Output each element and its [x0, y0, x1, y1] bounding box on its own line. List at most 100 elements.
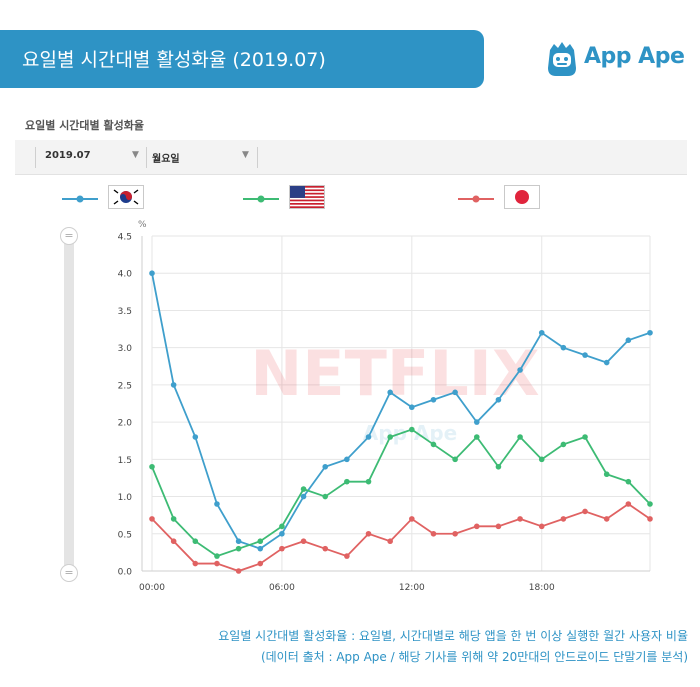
data-point[interactable]: [430, 530, 437, 537]
data-point[interactable]: [149, 463, 155, 470]
data-point[interactable]: [149, 516, 155, 522]
data-point[interactable]: [170, 382, 177, 388]
footnote-source: (데이터 출처 : App Ape / 해당 기사를 위해 약 20만대의 안드…: [260, 650, 688, 664]
data-point[interactable]: [560, 516, 567, 522]
range-slider-track[interactable]: [64, 232, 74, 578]
data-point[interactable]: [452, 389, 458, 396]
data-point[interactable]: [582, 508, 588, 515]
ape-mascot-icon: [548, 42, 576, 76]
range-slider-top-handle[interactable]: =: [60, 227, 78, 245]
data-point[interactable]: [322, 493, 329, 500]
data-point[interactable]: [387, 389, 393, 396]
y-tick-label: 1.5: [118, 456, 132, 466]
footnote-definition: 요일별 시간대별 활성화율 : 요일별, 시간대별로 해당 앱을 한 번 이상 …: [218, 629, 688, 643]
y-tick-label: 4.0: [118, 270, 133, 280]
data-point[interactable]: [149, 270, 155, 277]
data-point[interactable]: [279, 523, 285, 530]
y-tick-label: 3.0: [118, 344, 133, 354]
data-point[interactable]: [538, 456, 545, 463]
data-point[interactable]: [170, 538, 177, 545]
data-point[interactable]: [192, 560, 199, 567]
data-point[interactable]: [538, 523, 545, 530]
filter-divider: [35, 147, 36, 168]
data-point[interactable]: [300, 538, 307, 545]
data-point[interactable]: [647, 329, 653, 336]
data-point[interactable]: [235, 538, 242, 545]
range-slider-bottom-handle[interactable]: =: [60, 564, 78, 582]
data-point[interactable]: [257, 545, 264, 552]
y-tick-label: 2.0: [118, 419, 133, 429]
data-point[interactable]: [430, 441, 437, 448]
data-point[interactable]: [214, 553, 220, 559]
data-point[interactable]: [647, 501, 653, 507]
data-point[interactable]: [582, 352, 588, 358]
usa-flag-icon: [289, 185, 325, 209]
data-point[interactable]: [473, 419, 480, 425]
data-point[interactable]: [582, 434, 588, 440]
data-point[interactable]: [473, 523, 480, 530]
data-point[interactable]: [560, 441, 567, 448]
y-tick-label: 4.5: [118, 233, 132, 243]
data-point[interactable]: [279, 545, 285, 552]
data-point[interactable]: [430, 396, 437, 403]
data-point[interactable]: [409, 516, 415, 522]
data-point[interactable]: [495, 523, 502, 530]
data-point[interactable]: [409, 426, 415, 433]
data-point[interactable]: [257, 560, 264, 567]
data-point[interactable]: [300, 493, 307, 500]
data-point[interactable]: [387, 538, 393, 545]
data-point[interactable]: [647, 516, 653, 522]
data-point[interactable]: [344, 456, 350, 463]
legend-item-korea[interactable]: [62, 185, 182, 213]
data-point[interactable]: [625, 478, 632, 485]
data-point[interactable]: [625, 501, 632, 507]
series-line-1: [151, 428, 651, 558]
data-point[interactable]: [625, 337, 632, 344]
data-point[interactable]: [365, 478, 372, 485]
data-point[interactable]: [192, 538, 199, 545]
data-point[interactable]: [322, 463, 329, 470]
data-point[interactable]: [365, 434, 372, 440]
data-point[interactable]: [214, 501, 220, 507]
data-point[interactable]: [214, 560, 220, 567]
data-point[interactable]: [409, 404, 415, 411]
data-point[interactable]: [517, 367, 523, 373]
data-point[interactable]: [192, 434, 199, 440]
legend-line-marker: [62, 195, 98, 203]
legend-item-japan[interactable]: [458, 185, 578, 213]
data-point[interactable]: [387, 434, 393, 440]
data-point[interactable]: [473, 434, 480, 440]
title-banner: 요일별 시간대별 활성화율 (2019.07): [0, 30, 484, 88]
data-point[interactable]: [235, 545, 242, 552]
data-point[interactable]: [257, 538, 264, 545]
data-point[interactable]: [517, 434, 523, 440]
app-ape-watermark: App Ape: [363, 421, 457, 445]
y-tick-label: 3.5: [118, 307, 132, 317]
data-point[interactable]: [603, 359, 610, 366]
data-point[interactable]: [300, 486, 307, 492]
data-point[interactable]: [495, 463, 502, 470]
data-point[interactable]: [322, 545, 329, 552]
data-point[interactable]: [452, 456, 458, 463]
data-point[interactable]: [495, 396, 502, 403]
x-tick-label: 12:00: [399, 583, 425, 593]
data-point[interactable]: [279, 530, 285, 537]
data-point[interactable]: [365, 530, 372, 537]
data-point[interactable]: [344, 553, 350, 559]
legend-line-marker: [243, 195, 279, 203]
legend-line-marker: [458, 195, 494, 203]
data-point[interactable]: [560, 344, 567, 351]
data-point[interactable]: [538, 329, 545, 336]
data-point[interactable]: [452, 530, 458, 537]
series-line-0: [151, 273, 651, 550]
data-point[interactable]: [603, 516, 610, 522]
data-point[interactable]: [603, 471, 610, 478]
y-tick-label: 0.0: [118, 568, 133, 578]
data-point[interactable]: [344, 478, 350, 485]
y-tick-label: 2.5: [118, 381, 132, 391]
data-point[interactable]: [517, 516, 523, 522]
data-point[interactable]: [235, 568, 242, 574]
legend-item-usa[interactable]: [243, 185, 363, 213]
data-point[interactable]: [170, 516, 177, 522]
